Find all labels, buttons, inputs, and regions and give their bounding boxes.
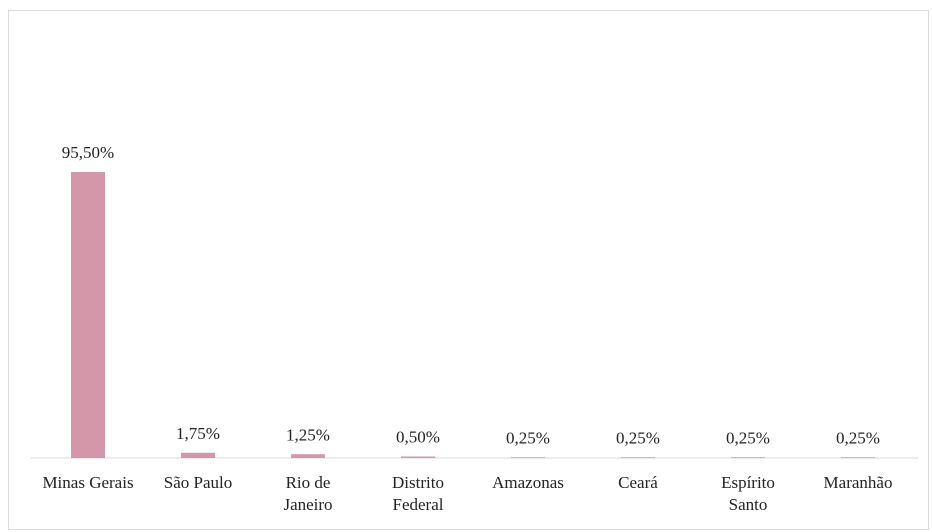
x-tick-label: Maranhão <box>823 473 893 492</box>
bar <box>731 457 765 458</box>
data-label: 0,25% <box>726 428 770 447</box>
bar <box>181 452 215 458</box>
x-tick-label: Espírito Santo <box>721 473 775 514</box>
data-label: 0,25% <box>836 428 880 447</box>
bar <box>621 457 655 458</box>
data-label: 0,25% <box>506 428 550 447</box>
x-tick-label: Rio de Janeiro <box>283 473 333 514</box>
x-tick-label: Minas Gerais <box>42 473 134 492</box>
x-tick-label: São Paulo <box>163 473 233 492</box>
bar <box>511 457 545 458</box>
x-tick-label: Ceará <box>618 473 658 492</box>
data-label: 95,50% <box>62 143 114 162</box>
x-tick-label: Distrito Federal <box>392 473 444 514</box>
data-label: 1,25% <box>286 425 330 444</box>
data-label: 0,25% <box>616 428 660 447</box>
bar <box>841 457 875 458</box>
chart-border <box>8 10 929 530</box>
bar <box>71 172 105 458</box>
x-tick-label: Amazonas <box>492 473 564 492</box>
bar <box>401 456 435 458</box>
data-label: 0,50% <box>396 428 440 447</box>
data-label: 1,75% <box>176 424 220 443</box>
bar <box>291 454 325 458</box>
